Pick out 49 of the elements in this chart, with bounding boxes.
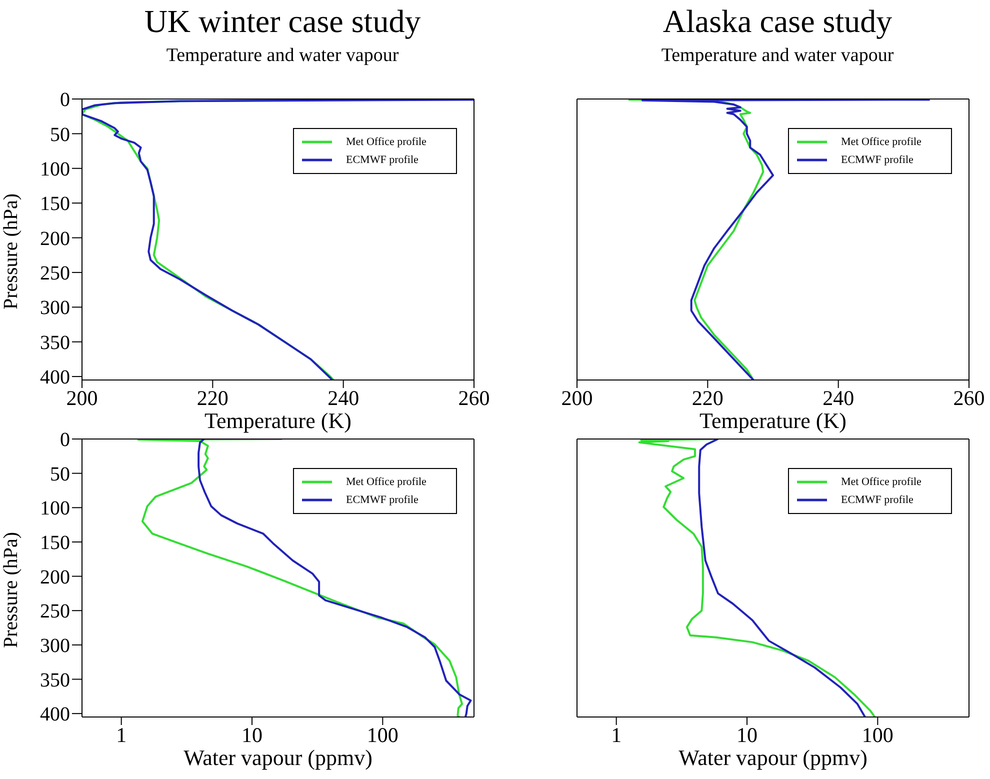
x-tick-label: 220 xyxy=(196,386,228,410)
y-tick-label: 200 xyxy=(40,228,70,250)
x-tick-label: 220 xyxy=(692,386,724,410)
x-tick-label: 1 xyxy=(116,722,127,747)
x-axis-title: Temperature (K) xyxy=(204,408,352,434)
legend-label: ECMWF profile xyxy=(346,153,418,168)
chart-title: UK winter case study xyxy=(143,2,422,41)
y-tick-label: 300 xyxy=(40,635,70,658)
y-tick-label: 350 xyxy=(40,669,70,692)
legend-label: ECMWF profile xyxy=(841,153,914,168)
chart-title: Alaska case study xyxy=(662,2,894,41)
y-tick-label: 400 xyxy=(40,366,70,389)
y-tick-label: 100 xyxy=(40,158,70,180)
x-tick-label: 10 xyxy=(736,722,758,747)
y-tick-label: 0 xyxy=(60,89,70,112)
legend-label: Met Office profile xyxy=(841,135,922,150)
y-tick-label: 200 xyxy=(40,566,70,588)
y-tick-label: 50 xyxy=(50,463,70,486)
legend-label: ECMWF profile xyxy=(346,493,418,508)
x-tick-label: 260 xyxy=(953,386,985,410)
legend-label: ECMWF profile xyxy=(841,493,914,508)
x-tick-label: 200 xyxy=(561,386,593,410)
x-axis-title: Temperature (K) xyxy=(698,408,848,434)
y-tick-label: 0 xyxy=(60,429,70,452)
x-axis-title: Water vapour (ppmv) xyxy=(678,745,868,771)
x-tick-label: 1 xyxy=(611,722,622,747)
y-tick-label: 400 xyxy=(40,704,70,726)
y-tick-label: 250 xyxy=(40,600,70,623)
legend-label: Met Office profile xyxy=(841,475,922,490)
legend-label: Met Office profile xyxy=(346,135,426,150)
y-tick-label: 250 xyxy=(40,262,70,285)
y-tick-label: 150 xyxy=(40,532,70,554)
y-tick-label: 300 xyxy=(40,297,70,320)
x-tick-label: 100 xyxy=(366,722,398,747)
x-tick-label: 10 xyxy=(242,722,262,747)
x-tick-label: 240 xyxy=(822,386,854,410)
y-tick-label: 150 xyxy=(40,193,70,216)
y-axis-title: Pressure (hPa) xyxy=(0,532,22,648)
chart-subtitle: Temperature and water vapour xyxy=(660,44,895,68)
x-tick-label: 100 xyxy=(862,722,894,747)
y-tick-label: 350 xyxy=(40,332,70,354)
y-axis-title: Pressure (hPa) xyxy=(0,193,22,310)
legend-label: Met Office profile xyxy=(346,475,426,490)
y-tick-label: 100 xyxy=(40,498,70,520)
chart-subtitle: Temperature and water vapour xyxy=(165,44,400,68)
y-tick-label: 50 xyxy=(50,124,70,146)
x-tick-label: 260 xyxy=(458,386,490,410)
x-axis-title: Water vapour (ppmv) xyxy=(182,745,374,771)
x-tick-label: 240 xyxy=(328,386,360,410)
